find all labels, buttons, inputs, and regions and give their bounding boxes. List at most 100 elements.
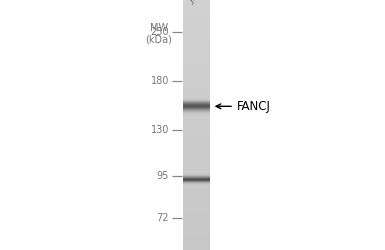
- Bar: [183, 148, 210, 149]
- Bar: [183, 162, 210, 163]
- Bar: [183, 100, 210, 101]
- Bar: [183, 35, 210, 36]
- Bar: [183, 175, 210, 176]
- Bar: [183, 206, 210, 207]
- Bar: [183, 153, 210, 154]
- Bar: [183, 65, 210, 66]
- Bar: [183, 115, 210, 116]
- Bar: [183, 118, 210, 119]
- Bar: [183, 245, 210, 246]
- Bar: [183, 163, 210, 164]
- Bar: [183, 166, 210, 167]
- Bar: [183, 12, 210, 13]
- Bar: [183, 135, 210, 136]
- Bar: [183, 94, 210, 95]
- Bar: [183, 97, 210, 98]
- Bar: [183, 187, 210, 188]
- Bar: [183, 182, 210, 183]
- Bar: [183, 7, 210, 8]
- Bar: [183, 240, 210, 241]
- Bar: [183, 152, 210, 153]
- Text: Jurkat: Jurkat: [187, 0, 215, 4]
- Bar: [183, 173, 210, 174]
- Bar: [183, 184, 210, 185]
- Bar: [183, 150, 210, 151]
- Bar: [183, 165, 210, 166]
- Bar: [183, 194, 210, 195]
- Bar: [183, 202, 210, 203]
- Bar: [183, 79, 210, 80]
- Bar: [183, 57, 210, 58]
- Bar: [183, 113, 210, 114]
- Text: MW
(kDa): MW (kDa): [145, 23, 172, 44]
- Bar: [183, 231, 210, 232]
- Bar: [183, 58, 210, 59]
- Bar: [183, 61, 210, 62]
- Bar: [183, 123, 210, 124]
- Bar: [183, 164, 210, 165]
- Bar: [183, 174, 210, 175]
- Bar: [183, 167, 210, 168]
- Bar: [183, 242, 210, 243]
- Bar: [183, 212, 210, 213]
- Bar: [183, 181, 210, 182]
- Bar: [183, 175, 210, 176]
- Bar: [183, 176, 210, 177]
- Bar: [183, 98, 210, 99]
- Bar: [183, 248, 210, 249]
- Bar: [183, 215, 210, 216]
- Bar: [183, 138, 210, 139]
- Bar: [183, 16, 210, 17]
- Bar: [183, 171, 210, 172]
- Bar: [183, 88, 210, 89]
- Bar: [183, 179, 210, 180]
- Bar: [183, 105, 210, 106]
- Text: 250: 250: [151, 27, 169, 37]
- Bar: [183, 249, 210, 250]
- Bar: [183, 10, 210, 11]
- Bar: [183, 183, 210, 184]
- Bar: [183, 190, 210, 191]
- Bar: [183, 184, 210, 185]
- Bar: [183, 122, 210, 123]
- Bar: [183, 87, 210, 88]
- Bar: [183, 180, 210, 181]
- Bar: [183, 2, 210, 3]
- Bar: [183, 195, 210, 196]
- Bar: [183, 193, 210, 194]
- Bar: [183, 241, 210, 242]
- Bar: [183, 21, 210, 22]
- Bar: [183, 34, 210, 35]
- Bar: [183, 32, 210, 33]
- Bar: [183, 33, 210, 34]
- Bar: [183, 102, 210, 103]
- Bar: [183, 106, 210, 107]
- Bar: [183, 114, 210, 115]
- Bar: [183, 204, 210, 205]
- Bar: [183, 232, 210, 233]
- Bar: [183, 220, 210, 221]
- Bar: [183, 99, 210, 100]
- Bar: [183, 4, 210, 5]
- Bar: [183, 188, 210, 189]
- Bar: [183, 209, 210, 210]
- Bar: [183, 112, 210, 113]
- Bar: [183, 226, 210, 227]
- Bar: [183, 156, 210, 157]
- Bar: [183, 159, 210, 160]
- Bar: [183, 200, 210, 201]
- Bar: [183, 98, 210, 99]
- Bar: [183, 107, 210, 108]
- Bar: [183, 75, 210, 76]
- Bar: [183, 43, 210, 44]
- Bar: [183, 66, 210, 67]
- Bar: [183, 130, 210, 131]
- Bar: [183, 77, 210, 78]
- Bar: [183, 172, 210, 173]
- Bar: [183, 170, 210, 171]
- Bar: [183, 227, 210, 228]
- Bar: [183, 192, 210, 193]
- Bar: [183, 223, 210, 224]
- Bar: [183, 0, 210, 1]
- Bar: [183, 114, 210, 115]
